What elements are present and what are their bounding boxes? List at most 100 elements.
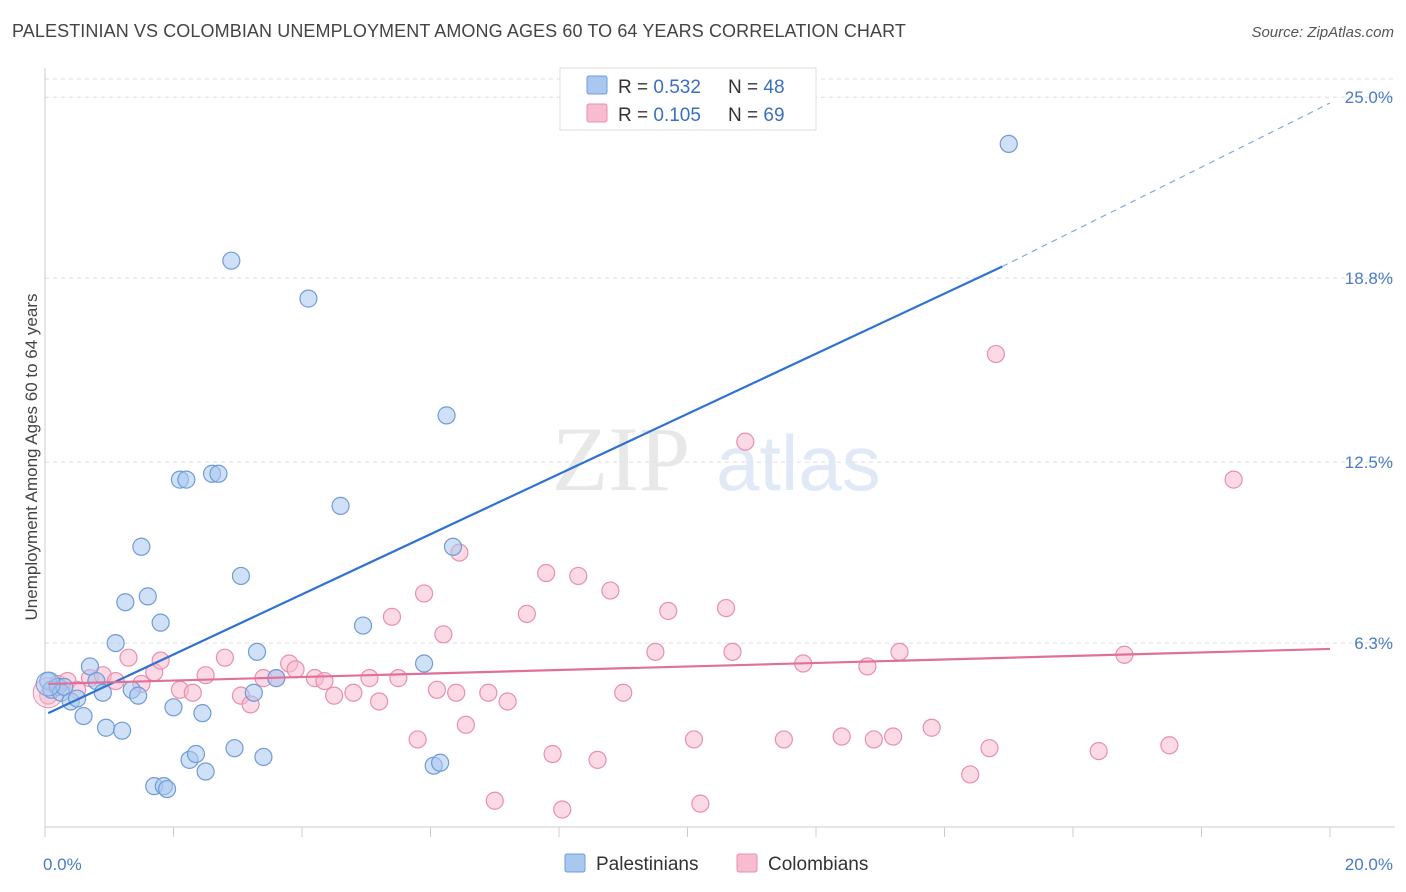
y-axis-label: Unemployment Among Ages 60 to 64 years bbox=[22, 294, 41, 621]
colombian-point bbox=[414, 584, 434, 603]
palestinian-point bbox=[138, 587, 157, 606]
svg-text:N = 69: N = 69 bbox=[728, 105, 785, 126]
svg-text:R = 0.532: R = 0.532 bbox=[618, 77, 701, 98]
palestinian-point bbox=[247, 642, 267, 661]
colombian-point bbox=[315, 671, 334, 691]
colombian-point bbox=[196, 666, 215, 685]
palestinian-point bbox=[999, 134, 1018, 153]
legend-r-value-col: 0.105 bbox=[653, 105, 701, 126]
colombian-point bbox=[543, 744, 562, 764]
legend-r-value-pal: 0.532 bbox=[653, 77, 701, 98]
colombians-trend-line bbox=[48, 647, 1331, 686]
colombian-point bbox=[119, 648, 138, 667]
palestinian-point bbox=[129, 686, 148, 705]
chart-title: PALESTINIAN VS COLOMBIAN UNEMPLOYMENT AM… bbox=[12, 21, 907, 41]
palestinian-point bbox=[231, 566, 251, 586]
legend-n-value-pal: 48 bbox=[763, 77, 784, 98]
legend-r-label-pal: R = bbox=[618, 77, 653, 98]
palestinian-point bbox=[431, 753, 450, 772]
colombian-point bbox=[344, 683, 363, 702]
colombian-point bbox=[537, 563, 556, 583]
palestinian-point bbox=[151, 613, 170, 632]
palestinian-point bbox=[331, 496, 350, 515]
palestinian-point bbox=[157, 779, 177, 799]
colombian-point bbox=[408, 730, 427, 749]
colombian-point bbox=[646, 642, 665, 661]
palestinian-point bbox=[443, 537, 463, 556]
colombian-point bbox=[883, 727, 903, 746]
top-legend: R = 0.532 N = 48 R = 0.105 N = 69 bbox=[559, 67, 817, 131]
colombian-point bbox=[864, 730, 883, 749]
colombian-point bbox=[659, 601, 678, 621]
palestinian-point bbox=[193, 704, 212, 723]
colombian-point bbox=[360, 669, 379, 688]
y-tick-label: 6.3% bbox=[1354, 634, 1393, 653]
colombian-point bbox=[456, 715, 475, 734]
svg-text:R = 0.105: R = 0.105 bbox=[618, 105, 701, 126]
svg-text:N = 48: N = 48 bbox=[728, 77, 785, 98]
colombian-point bbox=[1089, 741, 1108, 761]
x-tick-label: 0.0% bbox=[43, 855, 82, 874]
palestinian-point bbox=[353, 616, 373, 635]
palestinian-point bbox=[74, 706, 93, 726]
colombian-point bbox=[723, 642, 742, 661]
palestinian-point bbox=[299, 289, 318, 308]
source-label: Source: ZipAtlas.com bbox=[1251, 24, 1394, 41]
colombian-point bbox=[325, 686, 344, 705]
palestinian-point bbox=[177, 470, 196, 489]
grid-layer bbox=[45, 78, 1395, 644]
palestinian-point bbox=[112, 721, 132, 740]
palestinian-point bbox=[414, 654, 434, 673]
legend-r-label-col: R = bbox=[618, 105, 653, 126]
colombian-point bbox=[922, 718, 941, 737]
colombian-point bbox=[569, 566, 588, 586]
watermark: ZIP atlas bbox=[552, 408, 881, 510]
colombian-point bbox=[479, 683, 498, 702]
palestinian-point bbox=[196, 762, 215, 781]
colombian-point bbox=[370, 692, 389, 711]
palestinian-point bbox=[132, 537, 151, 556]
colombian-point bbox=[986, 344, 1006, 364]
colombian-point bbox=[601, 581, 620, 600]
y-tick-label: 25.0% bbox=[1345, 88, 1393, 107]
palestinian-point bbox=[244, 683, 263, 702]
colombian-point bbox=[434, 625, 453, 644]
trend-layer bbox=[47, 102, 1331, 715]
colombian-point bbox=[1160, 736, 1179, 755]
colombian-point bbox=[215, 648, 234, 667]
legend-swatch-colombians bbox=[586, 103, 608, 123]
tick-labels: 6.3% 12.5% 18.8% 25.0% 0.0% 20.0% bbox=[43, 88, 1393, 874]
legend-n-label-col: N = bbox=[728, 105, 763, 126]
palestinian-point bbox=[186, 744, 206, 764]
bottom-legend-swatch-colombians bbox=[736, 853, 758, 873]
colombian-point bbox=[517, 604, 536, 623]
colombian-point bbox=[485, 791, 504, 810]
x-tick-label: 20.0% bbox=[1345, 855, 1393, 874]
bottom-legend-label-palestinians: Palestinians bbox=[596, 854, 698, 875]
colombian-point bbox=[389, 669, 408, 688]
colombian-point bbox=[774, 730, 793, 749]
legend-n-label-pal: N = bbox=[728, 77, 763, 98]
palestinian-point bbox=[96, 718, 116, 737]
palestinian-point bbox=[437, 406, 456, 425]
colombian-point bbox=[980, 739, 999, 758]
colombian-point bbox=[684, 730, 704, 749]
palestinian-point bbox=[225, 739, 244, 758]
legend-swatch-palestinians bbox=[586, 75, 608, 95]
colombian-point bbox=[286, 660, 305, 679]
legend-n-value-col: 69 bbox=[763, 105, 784, 126]
palestinian-point bbox=[106, 633, 125, 653]
watermark-atlas: atlas bbox=[716, 419, 881, 507]
palestinians-trend-extension bbox=[1002, 102, 1331, 268]
colombian-point bbox=[691, 794, 710, 813]
colombian-point bbox=[382, 607, 402, 626]
colombian-point bbox=[1224, 470, 1243, 489]
y-tick-label: 12.5% bbox=[1345, 453, 1393, 472]
colombian-point bbox=[588, 750, 607, 769]
colombian-point bbox=[890, 642, 909, 661]
palestinian-point bbox=[116, 593, 135, 612]
y-tick-label: 18.8% bbox=[1345, 269, 1393, 288]
bottom-legend: Palestinians Colombians bbox=[564, 853, 868, 875]
palestinian-point bbox=[164, 698, 183, 717]
